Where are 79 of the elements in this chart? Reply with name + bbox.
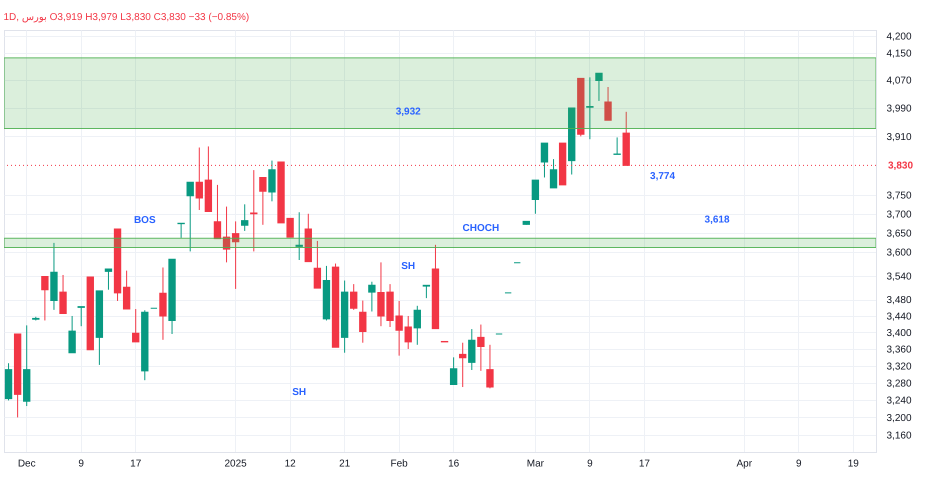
- candlestick: [422, 284, 430, 299]
- y-tick-label: 3,700: [886, 209, 912, 220]
- candlestick: [368, 281, 376, 312]
- candlestick: [41, 276, 49, 321]
- candlestick: [104, 268, 112, 290]
- candlestick: [241, 204, 248, 232]
- y-tick-label: 4,070: [886, 76, 912, 87]
- candlestick: [477, 324, 485, 372]
- candlestick: [359, 300, 366, 344]
- candlestick: [350, 284, 358, 310]
- candlestick: [214, 184, 222, 240]
- annotation: 3,774: [650, 171, 676, 182]
- candlestick: [132, 308, 140, 342]
- y-tick-label: 3,650: [886, 228, 912, 240]
- candlestick: [450, 356, 458, 385]
- x-tick-label: 9: [587, 458, 594, 470]
- candlestick: [222, 206, 230, 263]
- x-tick-label: 9: [78, 458, 84, 470]
- candlestick: [550, 158, 558, 188]
- candlestick: [296, 212, 303, 261]
- candlestick: [68, 315, 76, 354]
- candlestick: [459, 342, 466, 388]
- candlestick: [595, 72, 603, 102]
- candlestick: [314, 240, 322, 289]
- candlestick: [232, 220, 240, 290]
- annotation: 3,932: [396, 106, 422, 118]
- y-tick-label: 3,750: [886, 190, 912, 202]
- x-tick-label: 2025: [224, 458, 248, 470]
- candlestick: [540, 142, 548, 178]
- x-tick-label: 21: [339, 458, 351, 470]
- y-tick-label: 3,480: [886, 295, 912, 306]
- y-tick-label: 3,600: [886, 248, 912, 259]
- x-tick-label: Mar: [526, 458, 545, 470]
- annotation: 3,618: [704, 214, 730, 226]
- x-tick-label: 19: [848, 458, 860, 470]
- annotation: SH: [401, 261, 416, 272]
- candlestick: [59, 274, 67, 314]
- ref-line-label: 3,830: [888, 160, 914, 172]
- candlestick: [613, 136, 621, 155]
- x-tick-label: 17: [130, 458, 142, 470]
- x-tick-label: 9: [796, 458, 802, 470]
- candlestick: [586, 76, 594, 140]
- candlestick: [486, 344, 494, 389]
- y-tick-label: 4,200: [886, 32, 912, 42]
- y-tick-label: 3,540: [886, 271, 912, 282]
- annotation: SH: [292, 387, 306, 398]
- candlestick: [468, 328, 476, 370]
- chart-title: 1D, بورس O3,919 H3,979 L3,830 C3,830 −33 (−0.85%): [4, 12, 250, 23]
- annotation: BOS: [134, 215, 156, 226]
- candlestick: [286, 218, 294, 238]
- y-tick-label: 3,400: [886, 328, 912, 339]
- y-tick-label: 3,240: [886, 395, 912, 406]
- candlestick: [122, 270, 130, 310]
- candlestick: [532, 180, 540, 214]
- y-tick-label: 3,360: [886, 344, 912, 356]
- candlestick: [268, 160, 276, 202]
- y-tick-label: 3,910: [886, 132, 912, 143]
- x-tick-label: 16: [448, 458, 460, 470]
- candlestick: [186, 182, 194, 252]
- y-tick-label: 3,160: [886, 430, 912, 442]
- y-tick-label: 3,280: [886, 378, 912, 390]
- y-tick-label: 3,440: [886, 311, 912, 322]
- candlestick: [604, 86, 612, 121]
- candlestick: [377, 262, 385, 327]
- candlestick: [259, 176, 267, 226]
- x-tick-label: 17: [638, 458, 650, 470]
- x-tick-label: Dec: [18, 458, 36, 470]
- annotation: CHOCH: [462, 222, 500, 234]
- candlestick: [250, 170, 258, 252]
- y-tick-label: 3,200: [886, 412, 912, 424]
- y-tick-label: 3,320: [886, 361, 912, 372]
- candlestick: [414, 305, 421, 346]
- x-tick-label: Apr: [736, 458, 753, 470]
- x-tick-label: Feb: [390, 458, 408, 470]
- y-tick-label: 4,150: [886, 48, 912, 60]
- candlestick: [159, 266, 167, 340]
- candlestick: [78, 306, 85, 327]
- x-tick-label: 12: [284, 458, 296, 470]
- y-tick-label: 3,990: [886, 103, 912, 114]
